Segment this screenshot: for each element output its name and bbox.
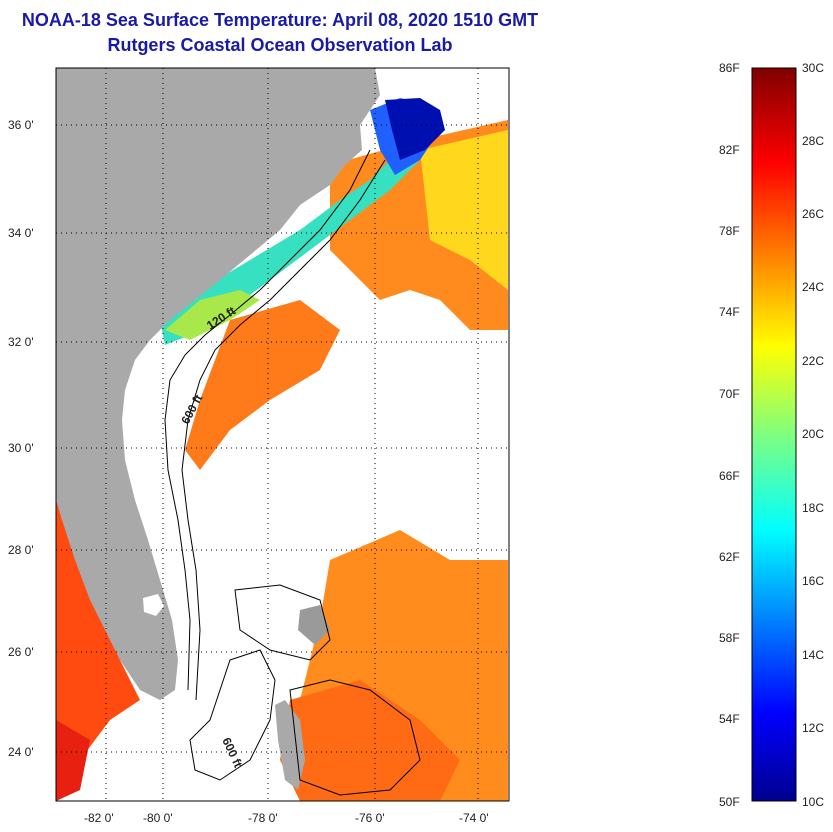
lat-label-32: 32 0' [8, 335, 34, 349]
cb-f-86: 86F [719, 61, 740, 75]
sst-dark-blue-sound [385, 98, 445, 160]
sst-red-keys [56, 720, 90, 801]
cb-c-26: 26C [802, 207, 824, 221]
map-title: NOAA-18 Sea Surface Temperature: April 0… [21, 10, 539, 30]
cb-f-54: 54F [719, 712, 740, 726]
cb-c-30: 30C [802, 61, 824, 75]
graticule [56, 68, 509, 801]
land-us-coast [56, 68, 380, 700]
land-bahamas-north [298, 605, 330, 645]
sst-green-shelf-band [165, 290, 260, 340]
cb-f-74: 74F [719, 305, 740, 319]
lat-label-34: 34 0' [8, 226, 34, 240]
cb-f-62: 62F [719, 550, 740, 564]
sst-orange-bahamas [280, 680, 460, 801]
cb-c-28: 28C [802, 134, 824, 148]
lat-label-26: 26 0' [8, 645, 34, 659]
cb-c-12: 12C [802, 721, 824, 735]
land-bahamas [275, 700, 305, 790]
contour-shelf-120ft [164, 149, 371, 691]
map-layers [56, 68, 509, 801]
lon-label-74: -74 0' [459, 811, 489, 825]
sst-yellow-offshore [420, 130, 508, 290]
lat-label-36: 36 0' [8, 118, 34, 132]
lat-label-28: 28 0' [8, 543, 34, 557]
colorbar [751, 67, 797, 802]
lon-label-76: -76 0' [355, 811, 385, 825]
lat-label-24: 24 0' [8, 745, 34, 759]
cb-c-20: 20C [802, 427, 824, 441]
contour-slope-600ft [181, 159, 386, 701]
contour-bahamas [189, 584, 421, 796]
lon-label-80: -80 0' [143, 811, 173, 825]
lon-label-82: -82 0' [84, 811, 114, 825]
cb-f-70: 70F [719, 387, 740, 401]
cb-c-18: 18C [802, 501, 824, 515]
lat-label-30: 30 0' [8, 441, 34, 455]
cb-c-16: 16C [802, 574, 824, 588]
cb-f-78: 78F [719, 224, 740, 238]
lake-okeechobee [143, 594, 164, 616]
cb-c-10: 10C [802, 795, 824, 809]
cb-c-22: 22C [802, 354, 824, 368]
sst-red-florida-bay [56, 500, 140, 790]
cb-f-58: 58F [719, 631, 740, 645]
cb-c-24: 24C [802, 280, 824, 294]
cb-f-66: 66F [719, 469, 740, 483]
lon-label-78: -78 0' [248, 811, 278, 825]
cb-f-82: 82F [719, 143, 740, 157]
cb-c-14: 14C [802, 648, 824, 662]
map-subtitle: Rutgers Coastal Ocean Observation Lab [107, 35, 453, 55]
cb-f-50: 50F [719, 795, 740, 809]
